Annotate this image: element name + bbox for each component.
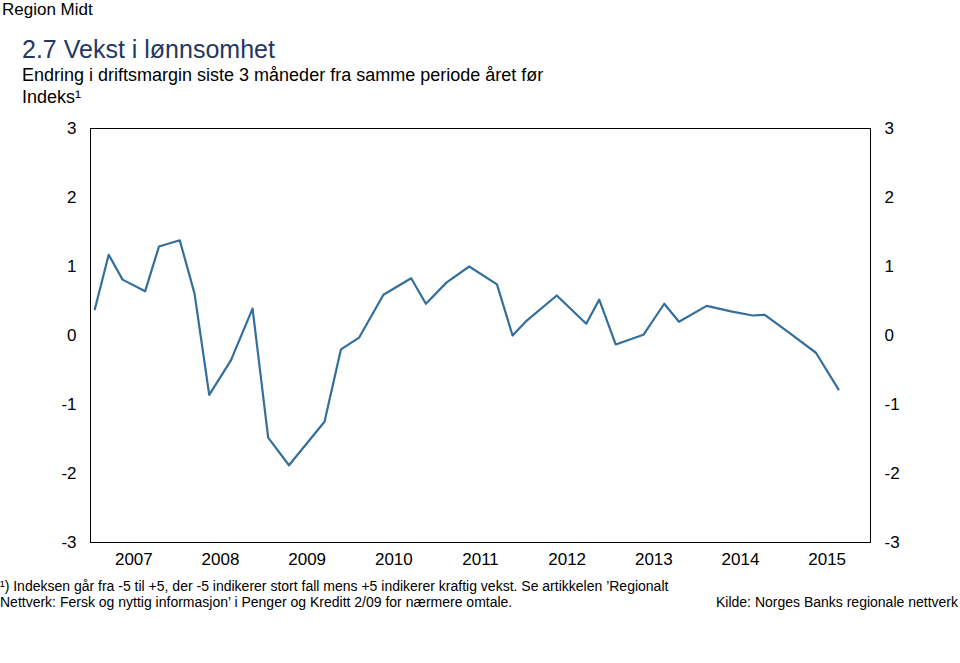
svg-text:2007: 2007	[115, 550, 153, 569]
svg-text:1: 1	[67, 257, 76, 276]
svg-text:-2: -2	[885, 464, 900, 483]
svg-text:-2: -2	[61, 464, 76, 483]
html-text:Kilde: Norges Banks regionale: Kilde: Norges Banks regionale nettverk	[716, 594, 958, 610]
svg-text:2010: 2010	[375, 550, 413, 569]
svg-text:2009: 2009	[288, 550, 326, 569]
svg-text:2011: 2011	[462, 550, 499, 569]
svg-text:-3: -3	[885, 533, 900, 552]
svg-text:-1: -1	[61, 395, 76, 414]
html-text:Indeks¹: Indeks¹	[22, 87, 81, 107]
html-text:2.7 Vekst i lønnsomhet: 2.7 Vekst i lønnsomhet	[22, 35, 275, 63]
svg-text:-3: -3	[61, 533, 76, 552]
html-text:Region Midt: Region Midt	[2, 0, 93, 19]
svg-text:3: 3	[67, 119, 76, 138]
html-text:Endring i driftsmargin siste 3: Endring i driftsmargin siste 3 måneder f…	[22, 65, 544, 85]
svg-text:1: 1	[885, 257, 894, 276]
svg-text:2014: 2014	[722, 550, 760, 569]
svg-text:0: 0	[885, 326, 894, 345]
svg-text:3: 3	[885, 119, 894, 138]
html-text:¹) Indeksen går fra -5 til +5,: ¹) Indeksen går fra -5 til +5, der -5 in…	[0, 578, 669, 610]
svg-text:2: 2	[885, 188, 894, 207]
svg-text:2012: 2012	[548, 550, 586, 569]
svg-text:2015: 2015	[808, 550, 846, 569]
svg-text:2008: 2008	[202, 550, 240, 569]
svg-text:0: 0	[67, 326, 76, 345]
svg-text:-1: -1	[885, 395, 900, 414]
svg-text:2013: 2013	[635, 550, 673, 569]
svg-text:2: 2	[67, 188, 76, 207]
